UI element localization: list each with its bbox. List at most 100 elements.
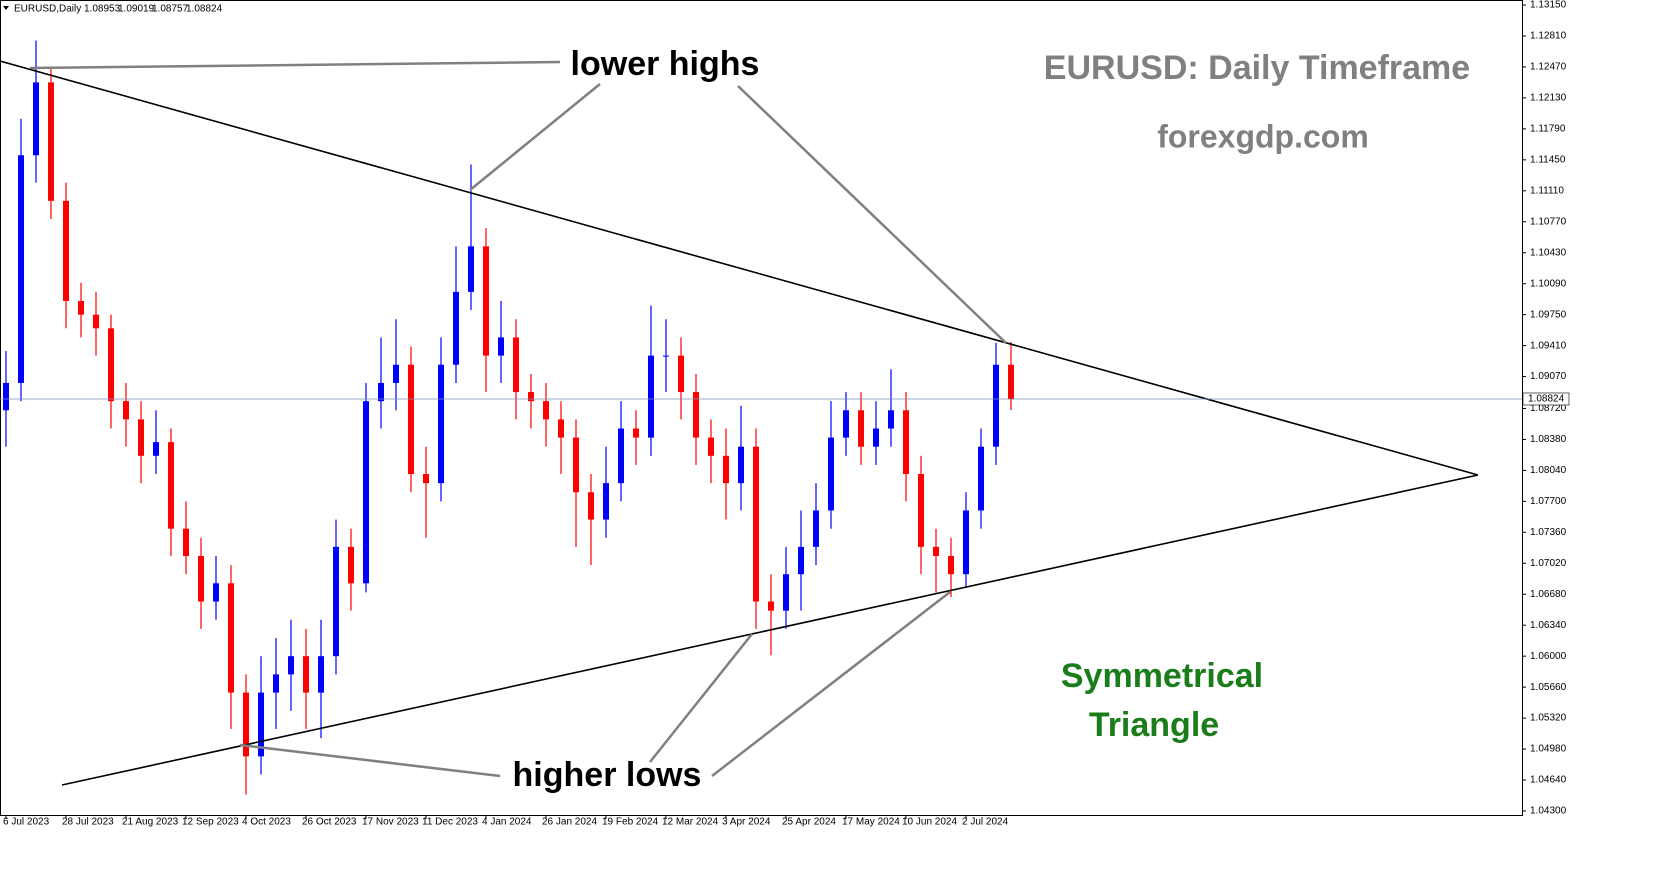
y-tick-label: 1.04980 bbox=[1530, 744, 1567, 755]
chart-title: EURUSD: Daily Timeframe bbox=[1044, 49, 1470, 87]
header-close: 1.08824 bbox=[186, 4, 223, 15]
candles bbox=[3, 40, 1014, 795]
annotation: lower highs bbox=[571, 45, 760, 83]
pointers bbox=[29, 60, 1007, 778]
lower-trendline bbox=[61, 474, 1479, 786]
candle-body bbox=[843, 410, 849, 438]
y-tick-label: 1.09070 bbox=[1530, 371, 1567, 382]
x-tick-label: 3 Apr 2024 bbox=[722, 817, 771, 828]
y-tick-label: 1.10090 bbox=[1530, 278, 1567, 289]
candle-body bbox=[573, 437, 579, 493]
candle-body bbox=[168, 442, 174, 529]
candle-body bbox=[978, 446, 984, 511]
candle-body bbox=[243, 692, 249, 757]
x-tick-label: 21 Aug 2023 bbox=[122, 817, 179, 828]
x-tick-label: 25 Apr 2024 bbox=[782, 817, 836, 828]
plot-frame bbox=[0, 0, 1523, 816]
x-tick-label: 19 Feb 2024 bbox=[602, 817, 659, 828]
upper-trendline bbox=[0, 60, 1479, 476]
y-tick-label: 1.08040 bbox=[1530, 465, 1567, 476]
candle-body bbox=[1008, 364, 1014, 400]
candle-body bbox=[723, 455, 729, 484]
x-tick-label: 17 Nov 2023 bbox=[362, 817, 419, 828]
pattern-label: Symmetrical bbox=[1061, 657, 1263, 695]
candle-body bbox=[483, 246, 489, 356]
candle-body bbox=[993, 364, 999, 447]
candle-body bbox=[18, 155, 24, 383]
candle-body bbox=[108, 328, 114, 402]
candle-body bbox=[378, 382, 384, 402]
x-tick-label: 10 Jun 2024 bbox=[902, 817, 957, 828]
pointer bbox=[239, 743, 501, 778]
y-tick-label: 1.08720 bbox=[1530, 403, 1567, 414]
x-tick-label: 12 Mar 2024 bbox=[662, 817, 719, 828]
candle-body bbox=[258, 692, 264, 757]
candle-body bbox=[348, 546, 354, 584]
y-tick-label: 1.07020 bbox=[1530, 558, 1567, 569]
y-tick-label: 1.04300 bbox=[1530, 806, 1567, 817]
x-tick-label: 4 Jan 2024 bbox=[482, 817, 532, 828]
y-tick-label: 1.09410 bbox=[1530, 340, 1567, 351]
y-tick-label: 1.05660 bbox=[1530, 682, 1567, 693]
candle-body bbox=[183, 528, 189, 556]
candle-body bbox=[228, 583, 234, 693]
candle-body bbox=[903, 410, 909, 475]
candle-body bbox=[753, 446, 759, 602]
pointer bbox=[737, 85, 1007, 344]
y-tick-label: 1.11450 bbox=[1530, 154, 1566, 165]
y-tick-label: 1.12810 bbox=[1530, 31, 1567, 42]
candle-body bbox=[123, 401, 129, 420]
y-tick-label: 1.12470 bbox=[1530, 62, 1567, 73]
header-low: 1.08757 bbox=[152, 4, 189, 15]
candle-body bbox=[453, 291, 459, 365]
header-high: 1.09019 bbox=[118, 4, 155, 15]
candle-body bbox=[918, 474, 924, 547]
candle-body bbox=[738, 446, 744, 484]
y-tick-label: 1.13150 bbox=[1530, 0, 1567, 11]
current-price-label: 1.08824 bbox=[1528, 394, 1565, 405]
y-tick-label: 1.11110 bbox=[1530, 185, 1564, 196]
y-tick-label: 1.11790 bbox=[1530, 124, 1566, 135]
candle-body bbox=[93, 314, 99, 329]
candle-body bbox=[708, 437, 714, 456]
candle-body bbox=[153, 442, 159, 456]
candle-body bbox=[873, 428, 879, 447]
candle-body bbox=[828, 437, 834, 511]
pointer bbox=[469, 83, 601, 191]
candle-body bbox=[3, 382, 9, 411]
candle-body bbox=[633, 428, 639, 438]
y-tick-label: 1.05320 bbox=[1530, 713, 1567, 724]
current-price-box bbox=[1522, 392, 1570, 406]
symbol: EURUSD,Daily bbox=[14, 4, 81, 15]
x-tick-label: 26 Jan 2024 bbox=[542, 817, 597, 828]
candle-body bbox=[513, 337, 519, 393]
candle-body bbox=[138, 419, 144, 456]
pointer bbox=[649, 633, 753, 763]
candle-body bbox=[768, 601, 774, 611]
candle-body bbox=[498, 337, 504, 356]
candle-body bbox=[393, 364, 399, 383]
candle-body bbox=[198, 555, 204, 602]
candle-body bbox=[558, 419, 564, 438]
candle-body bbox=[858, 410, 864, 447]
candle-body bbox=[603, 483, 609, 520]
y-tick-label: 1.06340 bbox=[1530, 620, 1567, 631]
x-tick-label: 4 Oct 2023 bbox=[242, 817, 291, 828]
candle-body bbox=[618, 428, 624, 484]
candle-body bbox=[798, 546, 804, 575]
candle-body bbox=[273, 674, 279, 693]
candle-body bbox=[333, 546, 339, 657]
x-tick-label: 28 Jul 2023 bbox=[62, 817, 114, 828]
menu-icon bbox=[3, 6, 9, 10]
annotation: higher lows bbox=[513, 756, 702, 794]
chart-subtitle: forexgdp.com bbox=[1157, 118, 1369, 154]
candle-body bbox=[933, 546, 939, 556]
candle-body bbox=[78, 300, 84, 315]
candle-body bbox=[528, 392, 534, 402]
trendlines bbox=[0, 60, 1479, 786]
candle-body bbox=[963, 510, 969, 575]
candle-body bbox=[408, 364, 414, 475]
x-tick-label: 26 Oct 2023 bbox=[302, 817, 357, 828]
